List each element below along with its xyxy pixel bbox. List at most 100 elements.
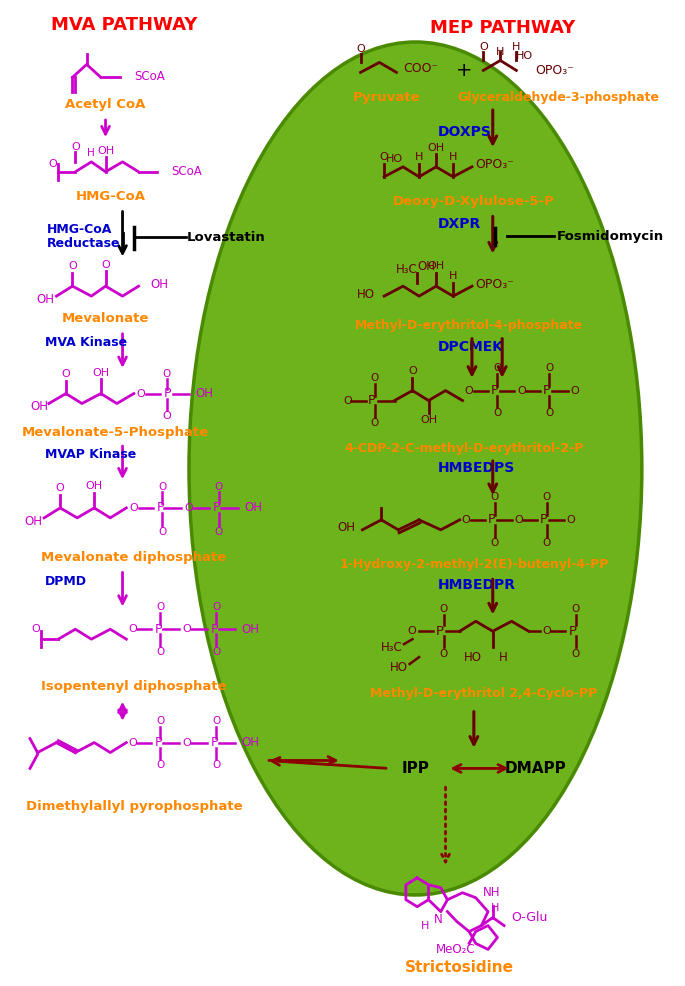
- Text: O: O: [572, 604, 580, 614]
- Text: H: H: [421, 921, 429, 931]
- Text: O: O: [212, 760, 220, 770]
- Text: H: H: [496, 47, 504, 57]
- Text: Mevalonate-5-Phosphate: Mevalonate-5-Phosphate: [21, 426, 208, 439]
- Text: OH: OH: [195, 387, 213, 400]
- Text: P: P: [210, 623, 218, 636]
- Text: O: O: [566, 515, 575, 525]
- Text: OH: OH: [151, 278, 169, 291]
- Text: DXPR: DXPR: [438, 217, 482, 231]
- Text: O: O: [462, 515, 471, 525]
- Text: HMG-CoA: HMG-CoA: [75, 190, 145, 203]
- Text: 1-Hydroxy-2-methyl-2(E)-butenyl-4-PP: 1-Hydroxy-2-methyl-2(E)-butenyl-4-PP: [339, 558, 608, 571]
- Text: MVAP Kinase: MVAP Kinase: [45, 448, 136, 460]
- Text: O: O: [182, 624, 191, 634]
- Text: DPMD: DPMD: [45, 575, 87, 588]
- Text: OH: OH: [338, 522, 356, 534]
- Text: H₃C: H₃C: [382, 641, 403, 654]
- Text: O: O: [212, 647, 220, 657]
- Text: O: O: [101, 260, 110, 270]
- Text: O: O: [479, 41, 488, 51]
- Text: O: O: [543, 492, 551, 502]
- Text: O: O: [137, 388, 145, 398]
- Text: OH: OH: [427, 261, 445, 271]
- Text: H: H: [512, 41, 521, 51]
- Text: O: O: [212, 602, 220, 612]
- Text: O: O: [156, 647, 164, 657]
- Text: HMBEDPS: HMBEDPS: [438, 461, 515, 475]
- Text: H: H: [415, 152, 423, 162]
- Text: O: O: [356, 43, 365, 53]
- Text: P: P: [488, 514, 495, 527]
- Text: O: O: [162, 411, 171, 421]
- Text: O: O: [493, 408, 501, 418]
- Text: DMAPP: DMAPP: [504, 761, 566, 776]
- Text: O: O: [156, 760, 164, 770]
- Text: 4-CDP-2-C-methyl-D-erythritol-2-P: 4-CDP-2-C-methyl-D-erythritol-2-P: [345, 442, 584, 455]
- Text: P: P: [164, 387, 171, 400]
- Text: OH: OH: [92, 368, 110, 378]
- Text: O: O: [543, 537, 551, 547]
- Text: O: O: [464, 386, 473, 395]
- Text: Deoxy-D-Xylulose-5-P: Deoxy-D-Xylulose-5-P: [393, 195, 555, 208]
- Text: H: H: [449, 271, 458, 281]
- Text: DPCMEK: DPCMEK: [438, 340, 504, 354]
- Text: O: O: [214, 482, 223, 492]
- Text: O: O: [545, 408, 553, 418]
- Text: O-Glu: O-Glu: [512, 911, 548, 924]
- Text: SCoA: SCoA: [172, 166, 202, 178]
- Text: Pyruvate: Pyruvate: [353, 91, 421, 104]
- Text: OH: OH: [97, 146, 114, 156]
- Text: +: +: [456, 61, 473, 80]
- Text: P: P: [436, 625, 444, 638]
- Text: OPO₃⁻: OPO₃⁻: [476, 278, 514, 291]
- Text: O: O: [182, 738, 191, 747]
- Text: HO: HO: [390, 661, 408, 673]
- Text: MeO₂C: MeO₂C: [436, 943, 475, 955]
- Text: H: H: [88, 148, 95, 158]
- Text: P: P: [368, 394, 375, 407]
- Text: O: O: [514, 515, 523, 525]
- Text: OH: OH: [24, 516, 42, 528]
- Text: O: O: [440, 604, 448, 614]
- Text: P: P: [540, 514, 547, 527]
- Ellipse shape: [189, 42, 642, 895]
- Text: O: O: [55, 483, 64, 493]
- Text: O: O: [212, 716, 220, 726]
- Text: OPO₃⁻: OPO₃⁻: [535, 64, 574, 77]
- Text: O: O: [408, 366, 417, 376]
- Text: H: H: [491, 902, 499, 913]
- Text: O: O: [545, 363, 553, 373]
- Text: O: O: [158, 527, 166, 536]
- Text: O: O: [156, 602, 164, 612]
- Text: O: O: [71, 142, 79, 152]
- Text: OH: OH: [30, 400, 48, 413]
- Text: OH: OH: [420, 415, 437, 425]
- Text: HO: HO: [357, 288, 375, 301]
- Text: DOXPS: DOXPS: [438, 125, 492, 139]
- Text: Fosmidomycin: Fosmidomycin: [557, 230, 664, 243]
- Text: OH: OH: [245, 502, 262, 515]
- Text: O: O: [408, 626, 416, 636]
- Text: MEP PATHWAY: MEP PATHWAY: [429, 19, 575, 36]
- Text: O: O: [517, 386, 526, 395]
- Text: O: O: [490, 492, 499, 502]
- Text: O: O: [490, 537, 499, 547]
- Text: HO: HO: [464, 651, 482, 664]
- Text: MVA PATHWAY: MVA PATHWAY: [51, 16, 197, 34]
- Text: COO⁻: COO⁻: [403, 62, 438, 75]
- Text: O: O: [214, 527, 223, 536]
- Text: O: O: [158, 482, 166, 492]
- Text: O: O: [371, 373, 379, 383]
- Text: OPO₃⁻: OPO₃⁻: [476, 159, 514, 172]
- Text: O: O: [163, 369, 171, 379]
- Text: P: P: [213, 502, 221, 515]
- Text: HMBEDPR: HMBEDPR: [438, 579, 516, 593]
- Text: Isopentenyl diphosphate: Isopentenyl diphosphate: [41, 680, 227, 693]
- Text: O: O: [48, 159, 57, 169]
- Text: SCoA: SCoA: [134, 70, 164, 83]
- Text: O: O: [543, 626, 551, 636]
- Text: Acetyl CoA: Acetyl CoA: [65, 98, 146, 110]
- Text: HO: HO: [386, 154, 403, 164]
- Text: Reductase: Reductase: [47, 237, 121, 249]
- Text: P: P: [491, 385, 499, 397]
